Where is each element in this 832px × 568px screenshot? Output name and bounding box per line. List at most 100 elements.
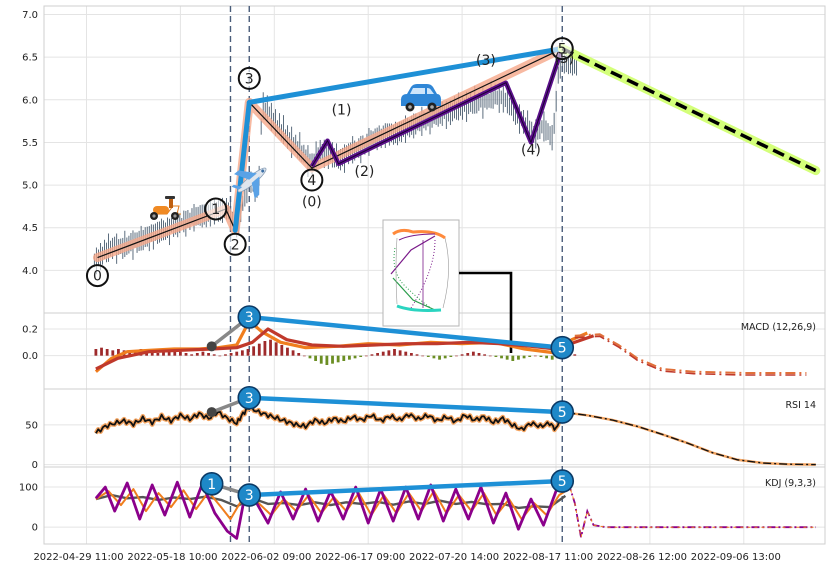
kdj-divergence-blue <box>247 478 565 498</box>
rsi-forecast-band <box>562 410 816 466</box>
macd-histogram-bar <box>370 354 374 356</box>
rsi-divergence-dot <box>206 407 217 418</box>
kdj-divergence-badge <box>550 469 575 493</box>
macd-panel-label: MACD (12,26,9) <box>741 322 816 333</box>
wave-label: 1 <box>211 202 220 218</box>
price-y-tick-label: 5.5 <box>22 138 38 149</box>
wave-label-circle <box>300 168 324 192</box>
rsi-panel-frame <box>43 388 826 468</box>
macd-histogram-bar <box>505 355 509 360</box>
macd-divergence-dot <box>206 341 217 352</box>
macd-histogram-bar <box>550 355 554 360</box>
macd-histogram-bar <box>195 353 199 356</box>
airplane-icon <box>231 167 267 199</box>
macd-histogram-bar <box>184 353 188 356</box>
rsi-divergence-badge <box>550 400 575 424</box>
macd-histogram-bar <box>302 355 306 357</box>
macd-forecast-line-2 <box>574 335 807 376</box>
macd-histogram-bar <box>212 354 216 356</box>
macd-histogram-bar <box>331 355 334 364</box>
wave-label-circle <box>204 197 228 221</box>
x-tick-label: 2022-06-17 09:00 <box>315 552 405 563</box>
projection-line <box>561 47 817 173</box>
macd-histogram-bar <box>471 351 475 356</box>
macd-y-tick-label: 0.2 <box>22 325 38 336</box>
macd-histogram-bar <box>494 355 498 357</box>
macd-histogram-bar <box>393 349 396 356</box>
macd-histogram-bar <box>207 353 210 356</box>
macd-histogram-bar <box>573 354 577 356</box>
macd-histogram-bar <box>376 353 379 356</box>
macd-histogram-bar <box>94 349 98 356</box>
kdj-y-tick-label: 100 <box>19 483 38 494</box>
macd-histogram-bar <box>229 353 233 356</box>
macd-histogram-bar <box>173 349 177 356</box>
wave-label: 2 <box>231 237 240 253</box>
rsi-divergence-blue <box>247 395 565 415</box>
price-y-tick-label: 7.0 <box>22 10 38 21</box>
macd-histogram-bar <box>528 355 532 357</box>
macd-histogram-bar <box>500 355 503 359</box>
rsi-forecast-line <box>562 411 816 466</box>
macd-histogram-bar <box>517 355 520 360</box>
x-tick-label: 2022-07-20 14:00 <box>409 552 499 563</box>
macd-histogram-bar <box>128 351 132 356</box>
wave-label-circle <box>85 264 109 288</box>
macd-histogram-bar <box>438 355 441 360</box>
macd-histogram-bar <box>319 355 323 364</box>
macd-histogram-bar <box>246 349 250 356</box>
macd-histogram-bar <box>342 355 346 361</box>
macd-histogram-bar <box>539 355 543 357</box>
macd-divergence-badge <box>237 305 262 329</box>
elliott-wave-inset-image <box>382 219 460 327</box>
macd-divergence-badge <box>550 335 575 360</box>
macd-divergence-label: 3 <box>245 310 254 326</box>
rsi-line <box>95 405 564 434</box>
subwave-label: (0) <box>302 194 322 210</box>
price-y-tick-label: 6.0 <box>22 95 38 106</box>
car-icon <box>401 84 441 112</box>
price-y-tick-label: 5.0 <box>22 181 38 192</box>
wave-label: 5 <box>558 42 567 58</box>
x-tick-label: 2022-06-02 09:00 <box>221 552 311 563</box>
kdj-divergence-label: 1 <box>207 477 216 493</box>
macd-histogram-bar <box>511 355 515 361</box>
macd-histogram-bar <box>100 347 103 356</box>
subwave-label: (1) <box>332 103 352 119</box>
kdj-j-line <box>94 480 570 540</box>
macd-histogram-bar <box>325 355 329 365</box>
macd-histogram-bar <box>336 355 340 363</box>
macd-histogram-bar <box>387 350 391 356</box>
rsi-divergence-badge <box>237 385 262 410</box>
macd-histogram-bar <box>286 347 289 356</box>
macd-histogram-bar <box>443 355 447 359</box>
macd-histogram-bar <box>297 353 301 356</box>
wave-label: 0 <box>93 269 102 285</box>
kdj-divergence-label: 5 <box>558 474 567 490</box>
price-y-tick-label: 4.5 <box>22 223 38 234</box>
macd-histogram-bar <box>308 355 312 359</box>
impulse-channel-line <box>246 46 565 105</box>
macd-histogram-bar <box>421 355 425 357</box>
macd-histogram-bar <box>156 353 160 356</box>
wave-label-circle <box>550 37 574 61</box>
x-tick-label: 2022-08-17 11:00 <box>503 552 593 563</box>
macd-histogram-bar <box>263 341 267 356</box>
wave-label: 4 <box>307 173 316 189</box>
inset-connector-line <box>459 271 513 353</box>
macd-divergence-label: 5 <box>558 341 567 357</box>
macd-histogram-bar <box>117 349 120 356</box>
kdj-y-tick-label: 0 <box>32 523 38 534</box>
wave-label-circle <box>237 66 261 90</box>
subwave-label: (4) <box>521 142 541 158</box>
macd-histogram-bar <box>162 351 165 356</box>
x-tick-label: 2022-09-06 13:00 <box>691 552 781 563</box>
rsi-divergence-label: 5 <box>558 405 567 421</box>
macd-histogram-bar <box>533 355 537 357</box>
macd-histogram-bar <box>522 355 526 359</box>
kdj-divergence-badge <box>237 483 262 507</box>
macd-histogram-bar <box>190 354 194 356</box>
macd-histogram-bar <box>274 342 278 356</box>
macd-histogram-bar <box>235 351 239 356</box>
